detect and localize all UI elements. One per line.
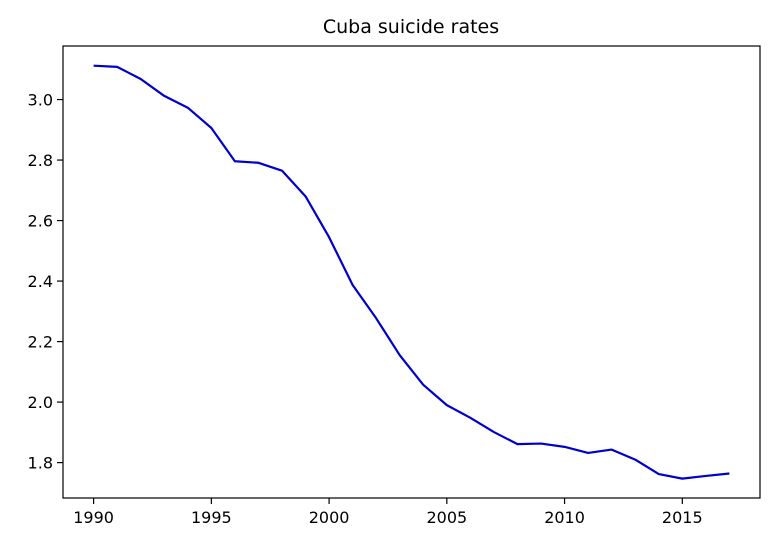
- y-tick-label: 2.8: [28, 151, 53, 170]
- plot-frame: [62, 45, 761, 499]
- x-tick-label: 2005: [426, 508, 467, 527]
- x-tick-label: 2000: [309, 508, 350, 527]
- x-tick-label: 2010: [544, 508, 585, 527]
- x-tick-label: 1995: [191, 508, 232, 527]
- y-tick-label: 1.8: [28, 454, 53, 473]
- y-tick-label: 3.0: [28, 91, 53, 110]
- y-tick-label: 2.0: [28, 393, 53, 412]
- y-tick-label: 2.6: [28, 212, 53, 231]
- y-tick-label: 2.2: [28, 333, 53, 352]
- chart-title: Cuba suicide rates: [323, 16, 499, 38]
- series-line: [93, 64, 730, 480]
- x-tick-label: 2015: [662, 508, 703, 527]
- series: [93, 64, 730, 480]
- y-tick-label: 2.4: [28, 272, 53, 291]
- x-tick-label: 1990: [73, 508, 114, 527]
- ticks: 1990 1995 2000 2005 2010 2015 1.8 2.0 2.2 2.4 2.6 2…: [28, 91, 703, 527]
